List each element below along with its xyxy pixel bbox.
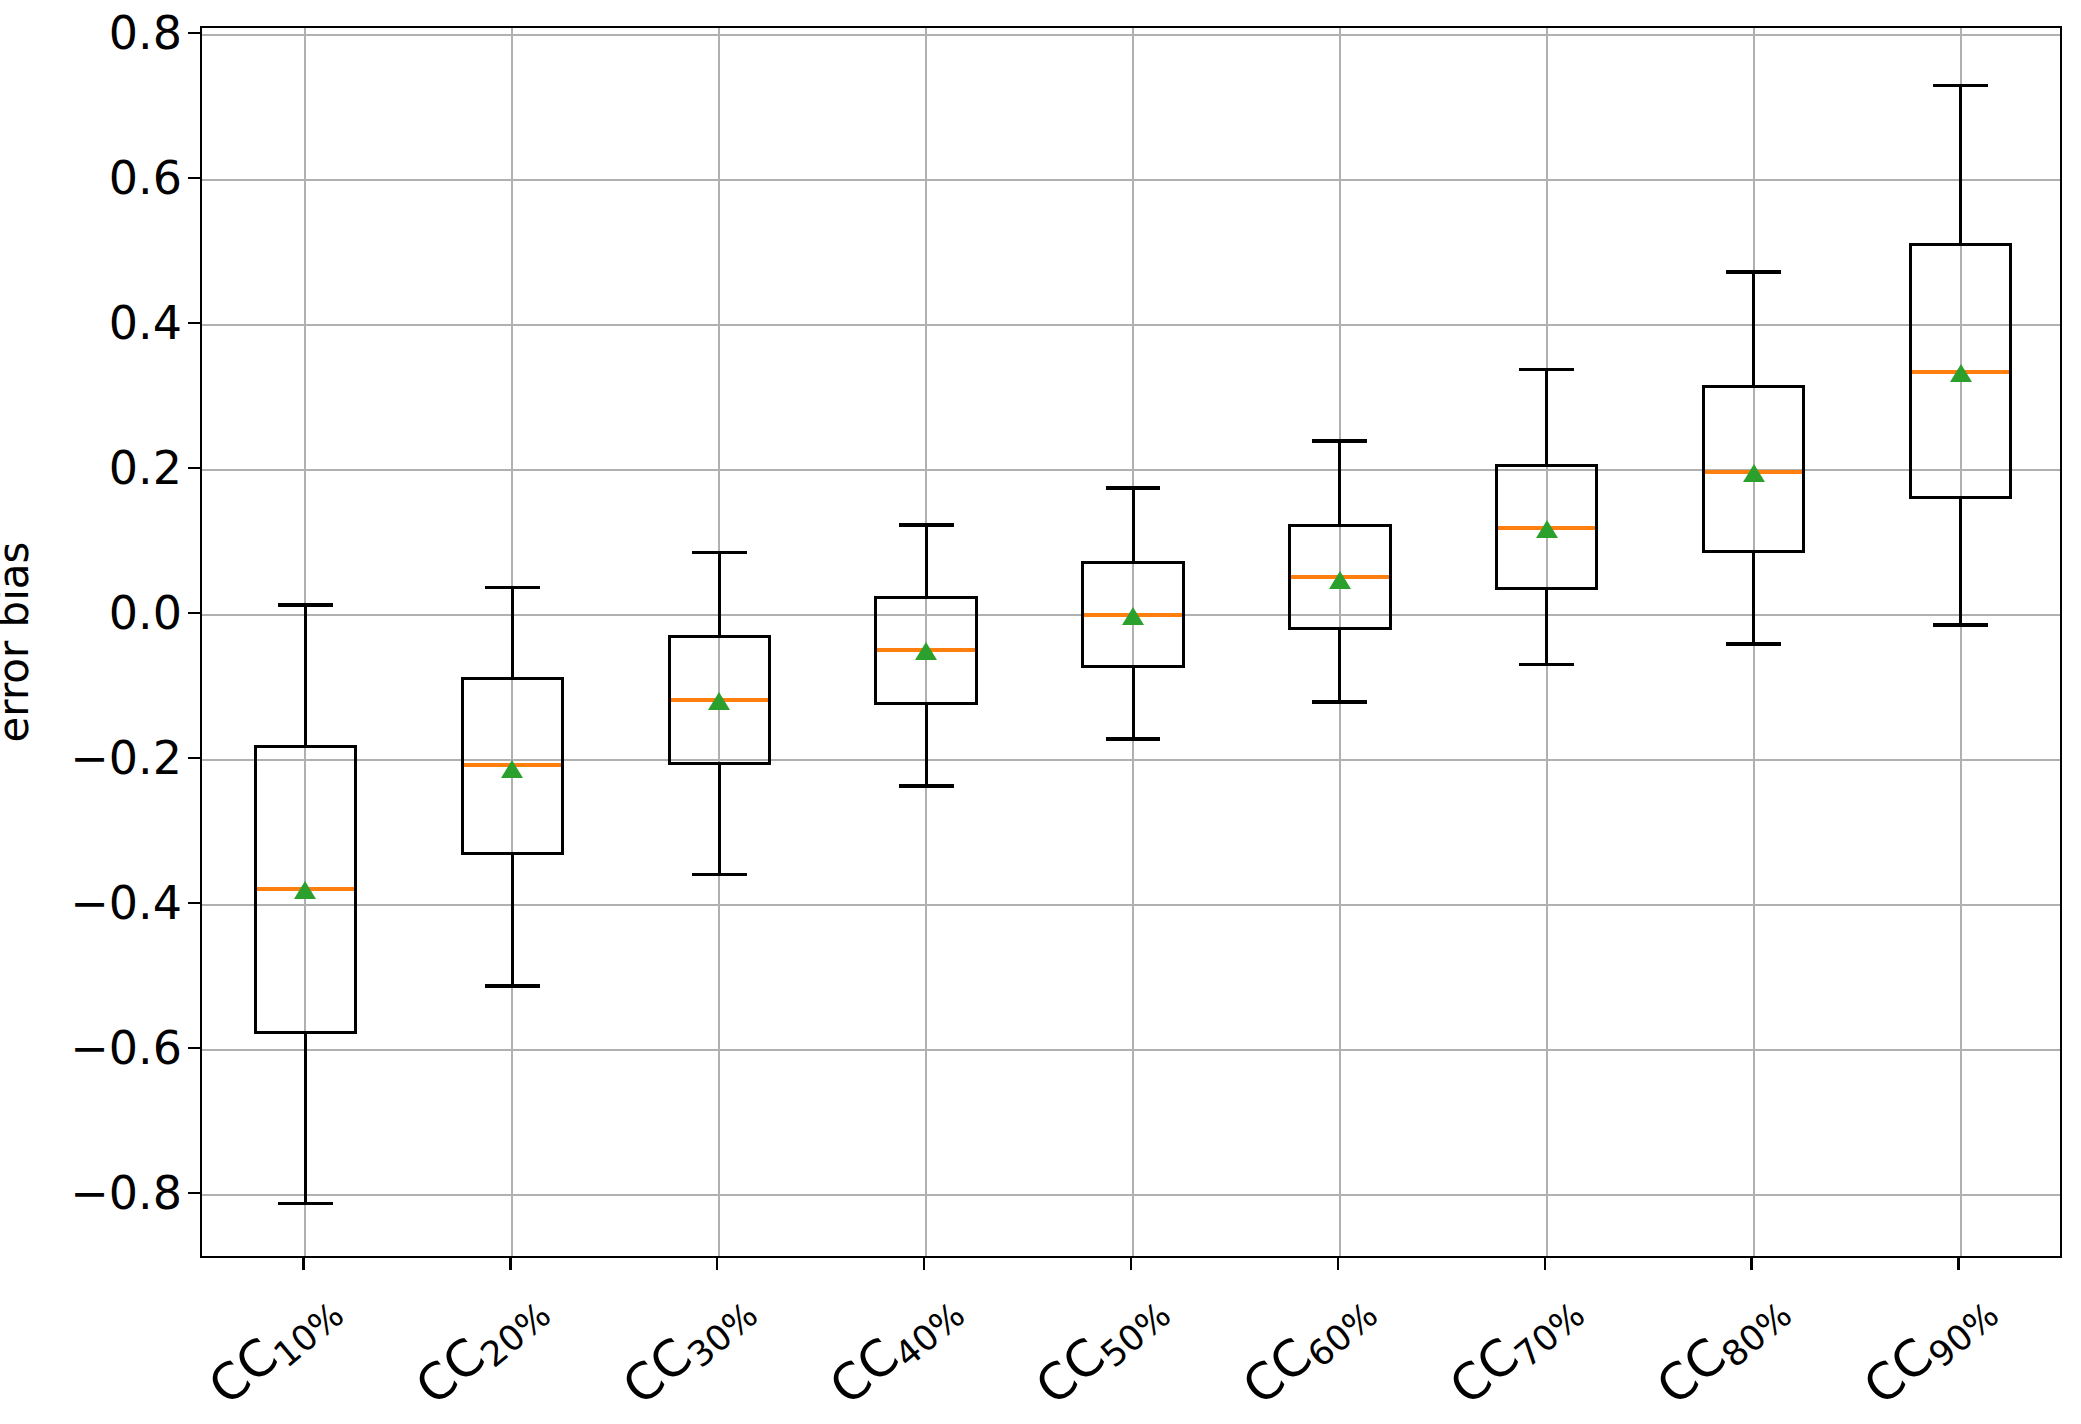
whisker-cap-upper [899, 523, 954, 527]
y-tick-mark [188, 902, 200, 905]
x-tick-label: CC10% [200, 1280, 354, 1424]
x-tick-mark [716, 1258, 719, 1270]
x-tick-mark [923, 1258, 926, 1270]
whisker-upper [1959, 85, 1962, 242]
whisker-cap-upper [1106, 486, 1161, 490]
y-tick-label: −0.2 [0, 735, 182, 781]
whisker-lower [1338, 630, 1341, 702]
gridline-horizontal [202, 1049, 2060, 1051]
whisker-cap-lower [1726, 642, 1781, 646]
y-tick-label: 0.6 [0, 155, 182, 201]
x-tick-label: CC40% [821, 1280, 975, 1424]
gridline-horizontal [202, 904, 2060, 906]
y-tick-mark [188, 757, 200, 760]
whisker-cap-lower [692, 873, 747, 877]
y-tick-mark [188, 1192, 200, 1195]
x-tick-mark [1130, 1258, 1133, 1270]
y-tick-mark [188, 177, 200, 180]
whisker-cap-lower [1106, 737, 1161, 741]
y-tick-mark [188, 612, 200, 615]
whisker-cap-upper [1933, 84, 1988, 88]
mean-marker [294, 881, 316, 899]
x-tick-mark [1544, 1258, 1547, 1270]
whisker-upper [1752, 272, 1755, 385]
x-tick-mark [1957, 1258, 1960, 1270]
whisker-upper [304, 605, 307, 746]
x-tick-mark [1337, 1258, 1340, 1270]
y-tick-mark [188, 467, 200, 470]
whisker-lower [1959, 499, 1962, 625]
whisker-cap-upper [485, 586, 540, 590]
whisker-cap-upper [1726, 270, 1781, 274]
y-tick-label: 0.8 [0, 10, 182, 56]
whisker-lower [511, 855, 514, 986]
whisker-lower [1132, 668, 1135, 739]
whisker-upper [718, 553, 721, 636]
whisker-cap-lower [1312, 700, 1367, 704]
mean-marker [1122, 607, 1144, 625]
whisker-cap-lower [485, 984, 540, 988]
mean-marker [501, 760, 523, 778]
y-axis-title: error bias [0, 542, 35, 743]
y-tick-label: 0.2 [0, 445, 182, 491]
whisker-cap-lower [1519, 663, 1574, 667]
x-tick-label: CC30% [614, 1280, 768, 1424]
whisker-cap-upper [1519, 368, 1574, 372]
whisker-lower [925, 705, 928, 786]
whisker-lower [718, 765, 721, 874]
whisker-cap-lower [1933, 623, 1988, 627]
y-tick-mark [188, 32, 200, 35]
plot-area [200, 26, 2062, 1258]
whisker-upper [1545, 369, 1548, 463]
whisker-lower [1752, 553, 1755, 644]
x-tick-label: CC80% [1649, 1280, 1803, 1424]
whisker-cap-lower [899, 784, 954, 788]
gridline-horizontal [202, 179, 2060, 181]
y-tick-label: 0.0 [0, 590, 182, 636]
x-tick-label: CC50% [1028, 1280, 1182, 1424]
whisker-upper [1132, 488, 1135, 560]
whisker-cap-upper [692, 551, 747, 555]
y-tick-label: −0.4 [0, 880, 182, 926]
x-tick-mark [509, 1258, 512, 1270]
y-tick-label: −0.8 [0, 1170, 182, 1216]
whisker-cap-lower [278, 1202, 333, 1206]
mean-marker [708, 692, 730, 710]
x-tick-mark [1750, 1258, 1753, 1270]
gridline-horizontal [202, 34, 2060, 36]
mean-marker [1950, 364, 1972, 382]
mean-marker [1536, 520, 1558, 538]
whisker-upper [511, 587, 514, 676]
y-tick-mark [188, 322, 200, 325]
whisker-upper [1338, 441, 1341, 524]
x-tick-label: CC70% [1442, 1280, 1596, 1424]
mean-marker [915, 642, 937, 660]
whisker-cap-upper [1312, 439, 1367, 443]
y-tick-mark [188, 1047, 200, 1050]
y-tick-label: 0.4 [0, 300, 182, 346]
gridline-horizontal [202, 324, 2060, 326]
x-tick-mark [302, 1258, 305, 1270]
gridline-horizontal [202, 1194, 2060, 1196]
x-tick-label: CC20% [407, 1280, 561, 1424]
mean-marker [1329, 571, 1351, 589]
whisker-upper [925, 525, 928, 596]
y-tick-label: −0.6 [0, 1025, 182, 1071]
x-tick-label: CC60% [1235, 1280, 1389, 1424]
mean-marker [1743, 464, 1765, 482]
whisker-lower [304, 1034, 307, 1204]
whisker-cap-upper [278, 603, 333, 607]
x-tick-label: CC90% [1855, 1280, 2009, 1424]
whisker-lower [1545, 590, 1548, 665]
boxplot-figure: error bias 0.8 0.6 0.4 0.2 0.0 −0.2 −0.4 −0.6 −0… [0, 0, 2081, 1424]
